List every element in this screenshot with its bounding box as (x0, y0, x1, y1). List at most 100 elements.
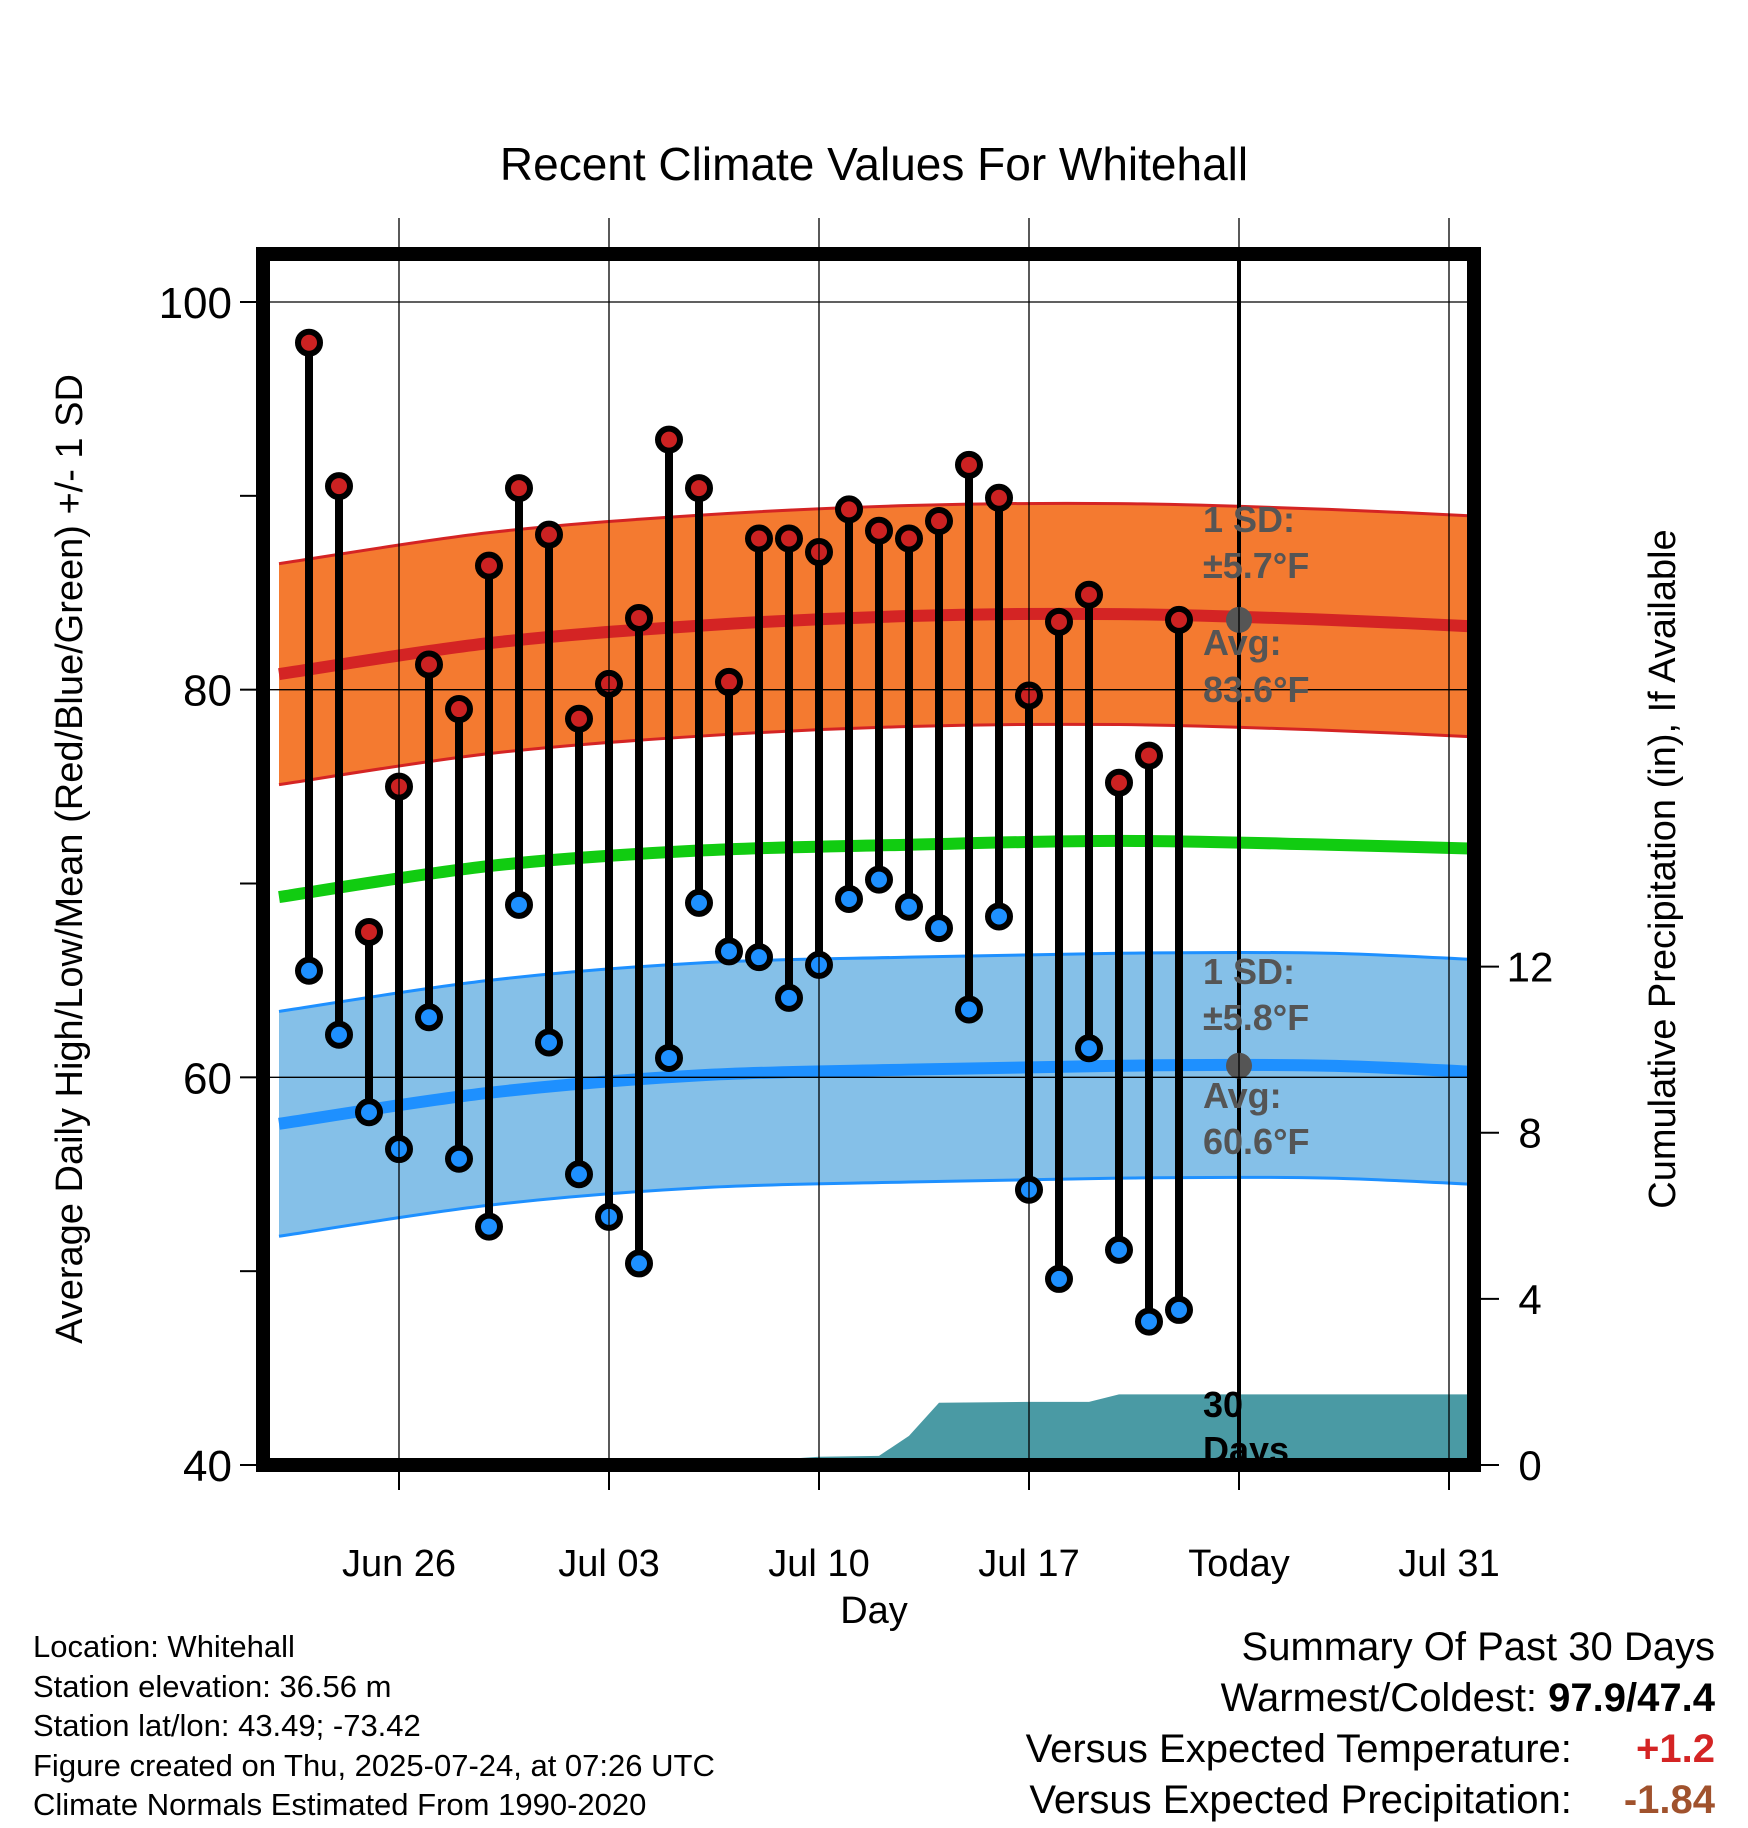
y-tick-label: 40 (183, 1442, 232, 1491)
chart-title: Recent Climate Values For Whitehall (500, 138, 1248, 190)
normals-text: Climate Normals Estimated From 1990-2020 (33, 1787, 647, 1822)
summary-title: Summary Of Past 30 Days (1241, 1625, 1715, 1669)
low-point (685, 888, 713, 917)
temp-label: Versus Expected Temperature: (1025, 1727, 1572, 1771)
high-point (985, 483, 1013, 512)
y-tick-label: 100 (159, 279, 232, 328)
y2-tick-label: 4 (1518, 1276, 1541, 1323)
high-point (625, 603, 653, 632)
low-point (715, 937, 743, 966)
low-point (1045, 1264, 1073, 1293)
low-point (445, 1144, 473, 1173)
station-metadata: Location: Whitehall Station elevation: 3… (33, 1627, 715, 1825)
low-point (775, 983, 803, 1012)
low-point (985, 902, 1013, 931)
summary-warmest-row: Warmest/Coldest: 97.9/47.4 (1026, 1673, 1715, 1724)
y2-tick-label: 12 (1507, 944, 1554, 991)
location-text: Location: Whitehall (33, 1629, 295, 1664)
high-point (955, 450, 983, 479)
low-point (415, 1003, 443, 1032)
low-avg-annotation-line2: 60.6°F (1203, 1121, 1309, 1162)
low-point (1075, 1034, 1103, 1063)
y2-axis-label: Cumulative Precipitation (in), If Availa… (1642, 529, 1684, 1208)
high-sd-annotation-line1: 1 SD: (1203, 499, 1295, 540)
y2-tick-label: 8 (1518, 1110, 1541, 1157)
high-point (1135, 741, 1163, 770)
high-point (685, 474, 713, 503)
created-text: Figure created on Thu, 2025-07-24, at 07… (33, 1747, 715, 1783)
low-point (1135, 1307, 1163, 1336)
summary-panel: Summary Of Past 30 Days Warmest/Coldest:… (1026, 1622, 1715, 1826)
low-point (745, 943, 773, 972)
warmest-label: Warmest/Coldest: (1220, 1676, 1538, 1720)
low-point (475, 1212, 503, 1241)
high-point (505, 474, 533, 503)
low-sd-annotation-line2: ±5.8°F (1203, 997, 1309, 1038)
high-point (655, 425, 683, 454)
high-point (775, 524, 803, 553)
x-tick-label: Jul 03 (558, 1543, 659, 1585)
summary-temp-row: Versus Expected Temperature: +1.2 (1026, 1724, 1715, 1775)
low-point (955, 995, 983, 1024)
high-point (895, 524, 923, 553)
x-tick-label: Jul 31 (1398, 1543, 1499, 1585)
precip-label: Versus Expected Precipitation: (1029, 1778, 1572, 1822)
temp-value: +1.2 (1636, 1727, 1715, 1771)
high-point (835, 495, 863, 524)
low-point (835, 885, 863, 914)
low-point (925, 914, 953, 943)
high-point (415, 650, 443, 679)
high-point (745, 524, 773, 553)
x-tick-label: Jul 10 (768, 1543, 869, 1585)
high-point (865, 516, 893, 545)
low-point (325, 1020, 353, 1049)
high-point (1075, 580, 1103, 609)
precipitation-area (279, 1394, 1474, 1465)
high-point (715, 667, 743, 696)
high-point (475, 551, 503, 580)
x-tick-label: Today (1188, 1543, 1289, 1585)
plot-frame (256, 247, 1481, 1472)
warmest-value: 97.9/47.4 (1548, 1676, 1715, 1720)
high-point (355, 917, 383, 946)
high-point (1105, 768, 1133, 797)
plot-content (262, 254, 1474, 1465)
low-point (295, 956, 323, 985)
low-point (895, 892, 923, 921)
high-normal-band-upper (278, 501, 1474, 566)
elevation-text: Station elevation: 36.56 m (33, 1668, 392, 1704)
y-tick-label: 60 (183, 1054, 232, 1103)
x-tick-label: Jun 26 (342, 1543, 456, 1585)
plot-area: 1 SD: ±5.7°F Avg: 83.6°F 1 SD: ±5.8°F Avg: 60.6… (240, 218, 1474, 1470)
low-point (1105, 1235, 1133, 1264)
low-point (565, 1160, 593, 1189)
precip-days-label-line1: 30 (1203, 1384, 1243, 1425)
high-avg-annotation-line1: Avg: (1203, 622, 1282, 663)
high-point (925, 507, 953, 536)
precip-value: -1.84 (1623, 1778, 1715, 1822)
high-sd-annotation-line2: ±5.7°F (1203, 545, 1309, 586)
high-point (1165, 605, 1193, 634)
low-point (355, 1098, 383, 1127)
high-point (535, 520, 563, 549)
low-point (505, 890, 533, 919)
high-point (565, 704, 593, 733)
low-avg-annotation-line1: Avg: (1203, 1075, 1282, 1116)
x-axis-label: Day (840, 1590, 908, 1632)
low-point (535, 1028, 563, 1057)
low-point (655, 1043, 683, 1072)
y-axis-label: Average Daily High/Low/Mean (Red/Blue/Gr… (49, 374, 91, 1344)
high-point (445, 695, 473, 724)
summary-precip-row: Versus Expected Precipitation: -1.84 (1026, 1775, 1715, 1826)
y-tick-label: 80 (183, 667, 232, 716)
y2-tick-label: 0 (1518, 1442, 1541, 1489)
low-sd-annotation-line1: 1 SD: (1203, 951, 1295, 992)
axes: 40 60 80 100 0 4 8 12 Jun 26 Jul 03 Jul 10 Jul 17 To… (159, 247, 1554, 1585)
high-avg-annotation-line2: 83.6°F (1203, 669, 1309, 710)
latlon-text: Station lat/lon: 43.49; -73.42 (33, 1708, 421, 1743)
x-tick-label: Jul 17 (978, 1543, 1079, 1585)
low-point (865, 865, 893, 894)
high-point (325, 472, 353, 501)
high-point (295, 328, 323, 357)
